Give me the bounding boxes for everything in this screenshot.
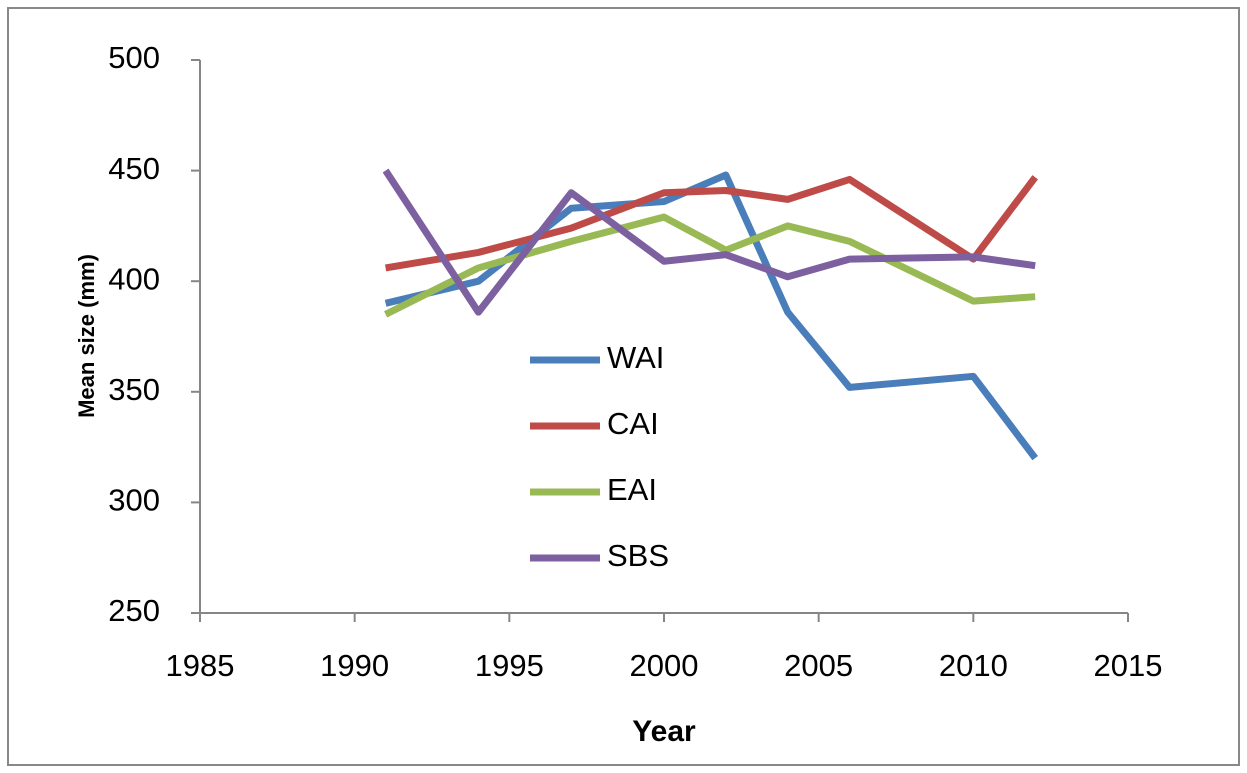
chart-frame: [7, 7, 1240, 766]
x-tick-label: 2005: [784, 648, 853, 683]
y-tick-label: 250: [108, 593, 160, 628]
legend-label: SBS: [607, 538, 669, 573]
y-axis-title: Mean size (mm): [74, 254, 99, 418]
series-line: [385, 175, 1038, 272]
series-line: [384, 213, 1036, 318]
x-tick-label: 1990: [320, 648, 389, 683]
y-tick-label: 450: [108, 151, 160, 186]
series-line: [382, 168, 1036, 316]
x-axis-title: Year: [632, 715, 696, 748]
x-tick-label: 2015: [1094, 648, 1163, 683]
legend-label: CAI: [607, 406, 659, 441]
legend-label: WAI: [607, 340, 664, 375]
x-tick-label: 2000: [630, 648, 699, 683]
y-tick-label: 350: [108, 372, 160, 407]
legend-label: EAI: [607, 472, 657, 507]
y-tick-label: 500: [108, 40, 160, 75]
x-tick-label: 1985: [166, 648, 235, 683]
x-tick-label: 1995: [475, 648, 544, 683]
y-tick-label: 400: [108, 261, 160, 296]
x-tick-label: 2010: [939, 648, 1008, 683]
y-tick-label: 300: [108, 483, 160, 518]
